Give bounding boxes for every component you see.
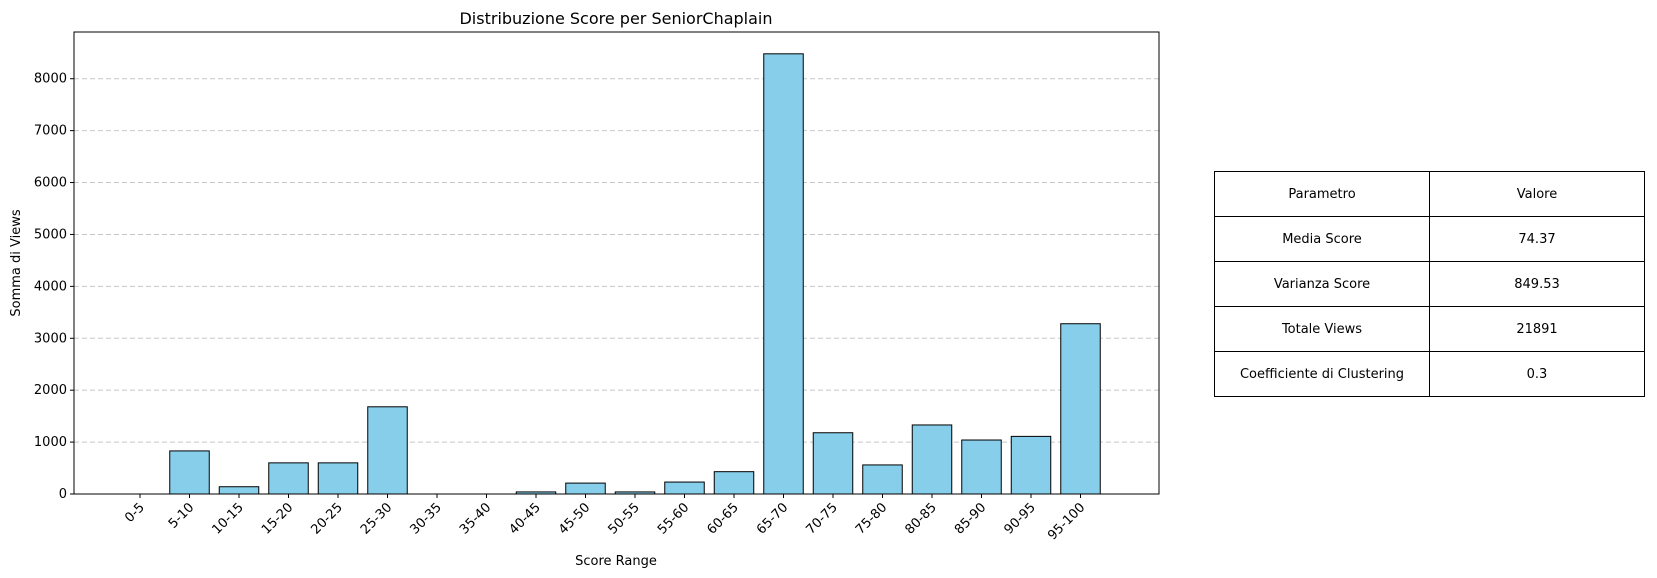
x-tick-label: 50-55 (606, 500, 643, 537)
x-tick-label: 45-50 (556, 500, 593, 537)
x-tick-label: 80-85 (903, 500, 940, 537)
bar (812, 432, 854, 495)
x-tick-label: 75-80 (853, 500, 890, 537)
x-tick-label: 20-25 (309, 500, 346, 537)
plot-frame (73, 31, 1160, 495)
bar (317, 462, 359, 495)
grid-lines (74, 78, 1159, 443)
y-tick-label: 4000 (34, 279, 67, 294)
x-tick-label: 5-10 (166, 500, 197, 531)
table-row: Media Score 74.37 (1214, 216, 1645, 262)
x-tick-label: 15-20 (259, 500, 296, 537)
x-tick-label: 90-95 (1002, 500, 1039, 537)
table-cell-value: 21891 (1429, 306, 1645, 352)
table-cell-value: 0.3 (1429, 351, 1645, 397)
table-cell-param: Totale Views (1214, 306, 1430, 352)
y-axis-label: Somma di Views (9, 209, 24, 316)
table-row: Varianza Score 849.53 (1214, 261, 1645, 307)
x-tick-label: 30-35 (408, 500, 445, 537)
x-tick-label: 55-60 (655, 500, 692, 537)
bar (664, 481, 705, 495)
x-tick-label: 25-30 (358, 500, 395, 537)
bars (169, 53, 1101, 495)
table-header-cell: Parametro (1214, 171, 1430, 217)
x-ticks: 0-5 5-10 10-15 15-20 20-25 25-30 30-35 35-40 40-… (122, 494, 1088, 543)
y-tick-label: 6000 (34, 176, 67, 191)
y-tick-label: 2000 (34, 383, 67, 398)
y-tick-label: 1000 (34, 435, 67, 450)
x-tick-label: 40-45 (507, 500, 544, 537)
bar (763, 53, 804, 495)
table-cell-value: 74.37 (1429, 216, 1645, 262)
table-cell-param: Varianza Score (1214, 261, 1430, 307)
table-cell-value: 849.53 (1429, 261, 1645, 307)
x-axis-label: Score Range (575, 554, 657, 569)
y-tick-label: 5000 (34, 227, 67, 242)
chart-title: Distribuzione Score per SeniorChaplain (459, 9, 772, 28)
table-row: Coefficiente di Clustering 0.3 (1214, 351, 1645, 397)
x-tick-label: 0-5 (122, 500, 148, 526)
x-tick-label: 95-100 (1045, 500, 1088, 543)
bar (961, 439, 1002, 495)
x-tick-label: 60-65 (705, 500, 742, 537)
bar (911, 424, 953, 495)
bar (713, 471, 755, 495)
x-tick-label: 70-75 (804, 500, 841, 537)
bar (1060, 323, 1101, 495)
y-tick-label: 3000 (34, 331, 67, 346)
x-tick-label: 85-90 (952, 500, 989, 537)
y-tick-label: 8000 (34, 72, 67, 87)
y-tick-label: 0 (59, 487, 67, 502)
bar (1010, 435, 1052, 495)
y-tick-label: 7000 (34, 124, 67, 139)
bar-chart: 0 1000 2000 3000 4000 5000 6000 7000 8000 0-5 5-1… (9, 9, 1160, 569)
x-tick-label: 35-40 (457, 500, 494, 537)
x-tick-label: 10-15 (210, 500, 247, 537)
y-ticks: 0 1000 2000 3000 4000 5000 6000 7000 8000 (34, 72, 74, 502)
table-header-row: Parametro Valore (1214, 171, 1645, 217)
bar (565, 482, 606, 495)
bar (218, 486, 260, 495)
table-row: Totale Views 21891 (1214, 306, 1645, 352)
bar (862, 464, 903, 495)
x-tick-label: 65-70 (754, 500, 791, 537)
bar (268, 462, 309, 495)
bar (169, 450, 210, 495)
table-cell-param: Media Score (1214, 216, 1430, 262)
table-header-cell: Valore (1429, 171, 1645, 217)
table-cell-param: Coefficiente di Clustering (1214, 351, 1430, 397)
bar (367, 406, 408, 495)
stats-table: Parametro Valore Media Score 74.37 Varia… (1214, 171, 1645, 397)
